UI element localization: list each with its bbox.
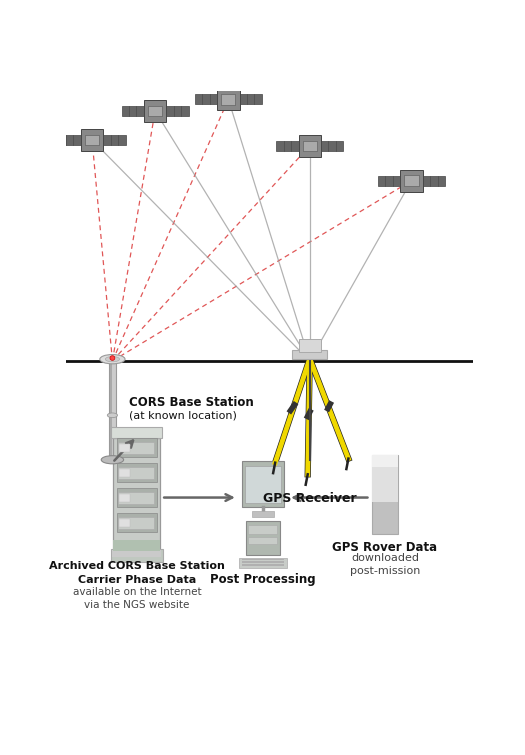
Bar [246, 521, 280, 554]
Bar [109, 361, 116, 460]
Bar [112, 550, 162, 557]
Bar [248, 525, 277, 534]
Bar [118, 442, 154, 455]
Bar [321, 141, 343, 151]
Bar [119, 519, 130, 527]
Text: available on the Internet
via the NGS website: available on the Internet via the NGS we… [72, 560, 201, 610]
Bar [119, 445, 130, 452]
Bar [245, 466, 281, 503]
Text: Archived CORS Base Station
Carrier Phase Data: Archived CORS Base Station Carrier Phase… [49, 562, 225, 584]
Text: downloaded
post-mission: downloaded post-mission [350, 540, 420, 576]
Bar [113, 540, 160, 551]
Bar [117, 488, 157, 507]
Bar [378, 176, 400, 186]
Bar [118, 467, 154, 479]
Bar [110, 361, 112, 460]
Bar [119, 495, 130, 502]
Bar [423, 176, 445, 186]
Text: CORS Base Station: CORS Base Station [129, 396, 254, 408]
Bar [242, 559, 284, 560]
Text: GPS Rover Data: GPS Rover Data [332, 541, 437, 554]
Bar [118, 517, 154, 529]
Bar [117, 463, 157, 482]
Bar [404, 175, 418, 186]
Bar [103, 135, 125, 145]
Bar [372, 455, 398, 503]
Ellipse shape [101, 456, 123, 464]
Text: (at known location): (at known location) [129, 411, 237, 421]
Ellipse shape [106, 356, 120, 362]
Bar [111, 427, 162, 438]
Bar [148, 106, 162, 116]
Bar [242, 565, 284, 566]
Bar [292, 350, 327, 359]
Bar [299, 339, 321, 352]
Bar [372, 455, 398, 467]
Bar [111, 549, 163, 562]
Bar [251, 511, 275, 516]
Ellipse shape [107, 413, 118, 418]
Bar [239, 94, 262, 104]
Bar [119, 470, 130, 477]
Bar [144, 100, 166, 122]
Bar [242, 461, 285, 507]
Bar [81, 129, 103, 151]
Bar [58, 135, 81, 145]
Bar [248, 537, 277, 544]
Bar [400, 170, 423, 192]
Bar [299, 134, 321, 157]
Bar [195, 94, 217, 104]
Bar [221, 94, 236, 105]
Bar [217, 88, 239, 110]
Bar [118, 492, 154, 504]
Bar [117, 513, 157, 532]
Bar [113, 438, 160, 551]
Text: GPS Receiver: GPS Receiver [263, 492, 356, 505]
Bar [276, 141, 299, 151]
Ellipse shape [100, 355, 125, 364]
Ellipse shape [110, 356, 115, 360]
Bar [302, 140, 317, 151]
Bar [85, 134, 99, 145]
Bar [122, 106, 144, 116]
Bar [166, 106, 188, 116]
Text: Post Processing: Post Processing [210, 573, 316, 586]
Bar [239, 558, 287, 569]
Bar [372, 455, 398, 534]
Bar [117, 438, 157, 457]
Bar [242, 562, 284, 563]
